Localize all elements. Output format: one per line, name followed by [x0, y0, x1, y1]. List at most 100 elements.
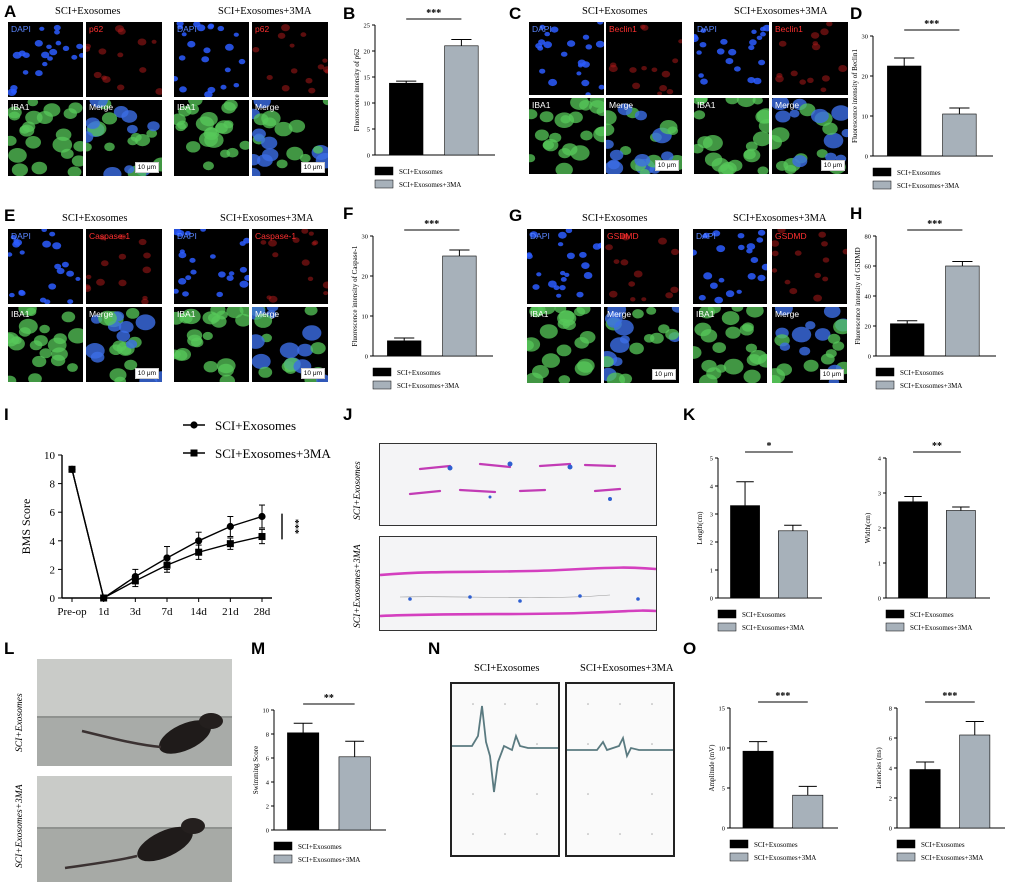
data-point	[195, 548, 203, 556]
y-tick-label: 8	[50, 479, 56, 491]
photo-label: SCI+Exosomes	[15, 693, 25, 752]
significance-label: **	[324, 693, 334, 704]
bar	[338, 756, 371, 831]
y-tick-label: 2	[710, 540, 713, 547]
y-tick-label: 8	[889, 706, 892, 713]
micrograph-iba1: IBA1	[527, 307, 601, 383]
panel-label-o: O	[683, 639, 697, 658]
panel-label-j: J	[343, 405, 353, 424]
legend-label: SCI+Exosomes	[900, 369, 944, 377]
legend-swatch	[896, 839, 916, 849]
legend-swatch	[372, 380, 392, 390]
y-tick-label: 0	[365, 354, 368, 361]
significance-label: ***	[775, 691, 790, 702]
x-tick-label: 21d	[222, 606, 239, 618]
y-axis-label: Length(cm)	[696, 511, 704, 545]
emg-trace-exo	[450, 682, 560, 857]
y-axis-label: Width(cm)	[864, 512, 872, 543]
y-tick-label: 80	[865, 234, 872, 241]
legend-label: SCI+Exosomes+3MA	[298, 856, 360, 864]
legend-swatch	[729, 839, 749, 849]
micrograph-caspase1: Caspase-1	[86, 229, 162, 304]
x-tick-label: 3d	[130, 606, 142, 618]
bar	[909, 769, 941, 829]
bar	[887, 65, 922, 157]
micrograph-merge: Merge 10 μm	[604, 307, 679, 383]
y-tick-label: 8	[266, 732, 269, 739]
micrograph-iba1: IBA1	[174, 100, 249, 176]
bar	[730, 505, 760, 599]
y-axis-label: Fluorescence intensity of Caspase-1	[351, 245, 359, 346]
legend-swatch	[729, 852, 749, 862]
legend-label: SCI+Exosomes+3MA	[215, 446, 331, 461]
condition-title: SCI+Exosomes+3MA	[218, 6, 312, 17]
condition-title: SCI+Exosomes+3MA	[220, 213, 314, 224]
x-tick-label: 1d	[98, 606, 110, 618]
legend-swatch	[372, 367, 392, 377]
swim-photo-exo	[37, 659, 232, 766]
y-axis-label: Fluorescence intensity of GSDMD	[854, 247, 862, 344]
micrograph-merge: Merge 10 μm	[606, 98, 682, 174]
data-point	[226, 522, 234, 531]
x-tick-label: 7d	[162, 606, 174, 618]
bar	[444, 45, 479, 156]
legend-label: SCI+Exosomes	[298, 843, 342, 851]
data-point	[258, 533, 266, 541]
y-tick-label: 0	[722, 826, 725, 833]
footprint-label: SCI+Exosomes	[353, 461, 363, 520]
y-axis-label: Amplitude (mV)	[708, 744, 716, 792]
y-tick-label: 10	[362, 314, 369, 321]
y-tick-label: 10	[263, 708, 270, 715]
data-point	[100, 594, 108, 602]
series-line	[71, 469, 263, 600]
y-tick-label: 10	[364, 101, 371, 108]
y-tick-label: 10	[719, 746, 726, 753]
legend-swatch	[717, 609, 737, 619]
significance-label: **	[932, 441, 942, 452]
y-tick-label: 40	[865, 294, 872, 301]
data-point	[163, 561, 171, 569]
bar	[389, 82, 424, 156]
panel-label-n: N	[428, 639, 441, 658]
y-tick-label: 5	[710, 456, 713, 463]
y-axis-label: BMS Score	[19, 499, 33, 555]
y-tick-label: 6	[266, 756, 270, 763]
micrograph-gsdmd: GSDMD	[604, 229, 679, 304]
micrograph-gsdmd: GSDMD	[772, 229, 847, 304]
bar	[792, 794, 824, 829]
legend-swatch	[273, 854, 293, 864]
x-tick-label: 14d	[190, 606, 207, 618]
micrograph-merge: Merge 10 μm	[86, 100, 162, 176]
data-point	[131, 572, 139, 581]
legend-label: SCI+Exosomes	[910, 611, 954, 619]
legend-label: SCI+Exosomes	[742, 611, 786, 619]
condition-title: SCI+Exosomes	[55, 6, 121, 17]
micrograph-merge: Merge 10 μm	[252, 100, 328, 176]
y-tick-label: 5	[722, 786, 725, 793]
legend-swatch	[872, 180, 892, 190]
legend-marker	[190, 449, 198, 457]
legend-label: SCI+Exosomes+3MA	[910, 624, 972, 632]
y-tick-label: 3	[710, 512, 713, 519]
micrograph-iba1: IBA1	[174, 307, 249, 382]
legend-label: SCI+Exosomes+3MA	[754, 854, 816, 862]
micrograph-dapi: DAPI	[527, 229, 601, 304]
y-tick-label: 0	[50, 593, 56, 605]
significance-label: ***	[424, 219, 439, 230]
micrograph-p62: p62	[86, 22, 162, 97]
data-point	[100, 594, 108, 602]
legend-label: SCI+Exosomes	[754, 841, 798, 849]
y-tick-label: 4	[50, 536, 56, 548]
y-tick-label: 20	[862, 74, 869, 81]
data-point	[68, 465, 76, 473]
panel-label-m: M	[251, 639, 266, 658]
legend-swatch	[374, 166, 394, 176]
footprint-trace	[408, 461, 622, 501]
y-tick-label: 25	[364, 23, 371, 30]
panel-label-g: G	[509, 206, 523, 225]
panel-label-a: A	[4, 2, 17, 21]
micrograph-dapi: DAPI	[693, 229, 767, 304]
y-tick-label: 15	[364, 75, 371, 82]
y-tick-label: 2	[50, 564, 56, 576]
legend-swatch	[374, 179, 394, 189]
